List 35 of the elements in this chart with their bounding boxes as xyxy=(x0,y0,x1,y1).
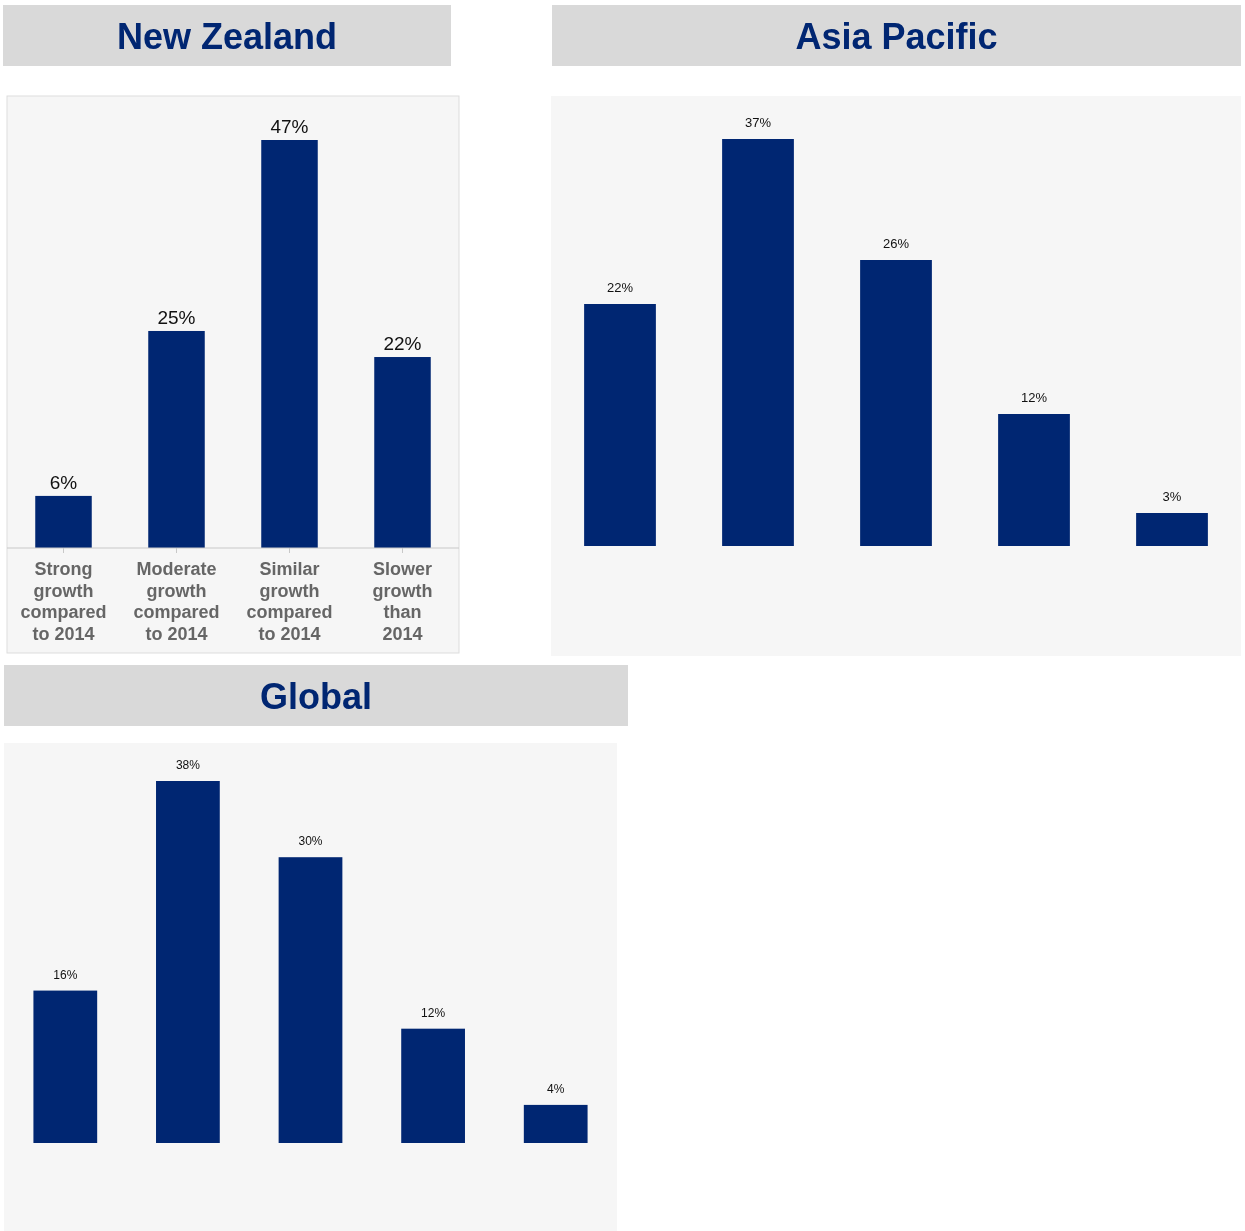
data-label: 37% xyxy=(744,115,772,130)
bar xyxy=(33,990,98,1143)
chart-title: New Zealand xyxy=(116,15,338,57)
bar xyxy=(722,139,794,546)
bar xyxy=(584,304,656,546)
bar xyxy=(523,1104,588,1143)
x-tick-label: Similar growth compared to 2014 xyxy=(246,559,333,644)
chart-title: Global xyxy=(259,675,373,717)
data-label: 25% xyxy=(157,306,196,328)
bar xyxy=(35,495,92,548)
data-label: 16% xyxy=(53,967,78,982)
data-label: 12% xyxy=(421,1005,446,1020)
bar xyxy=(860,260,932,546)
data-label: 38% xyxy=(175,758,201,772)
x-tick-label: Strong growth compared to 2014 xyxy=(20,559,107,644)
data-label: 30% xyxy=(298,834,323,849)
bar xyxy=(998,414,1070,546)
data-label: 3% xyxy=(1162,489,1182,504)
chart-title: Asia Pacific xyxy=(795,15,998,57)
x-tick-label: Slower growth than 2014 xyxy=(372,559,433,644)
data-label: 22% xyxy=(383,333,422,355)
x-tick-label: Moderate growth compared to 2014 xyxy=(133,559,220,644)
bar xyxy=(148,330,205,548)
bar xyxy=(261,140,318,548)
data-label: 47% xyxy=(270,116,309,137)
data-label: 4% xyxy=(547,1081,565,1096)
data-label: 6% xyxy=(49,471,78,493)
bar xyxy=(401,1028,465,1143)
data-label: 26% xyxy=(882,236,910,251)
bar xyxy=(278,857,343,1143)
bar xyxy=(374,357,431,548)
data-label: 22% xyxy=(606,280,634,295)
data-label: 12% xyxy=(1020,390,1048,405)
bar xyxy=(1136,513,1208,546)
bar xyxy=(156,781,220,1143)
